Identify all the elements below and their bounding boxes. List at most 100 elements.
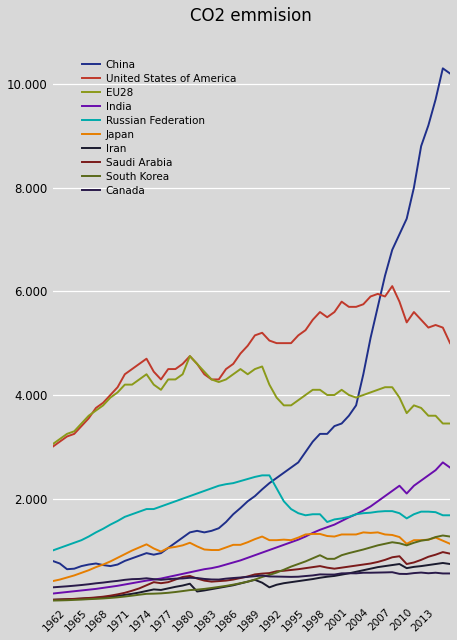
Russian Federation [194, 490, 200, 497]
Iran [194, 588, 200, 595]
South Korea [296, 560, 301, 568]
Japan [57, 576, 63, 584]
EU28 [202, 368, 207, 376]
Iran [353, 568, 359, 575]
United States of America [57, 438, 63, 445]
Russian Federation [57, 544, 63, 552]
Canada [310, 572, 315, 579]
India [274, 543, 279, 551]
India [447, 464, 453, 472]
South Korea [194, 586, 200, 593]
United States of America [310, 316, 315, 324]
Saudi Arabia [50, 596, 55, 604]
Canada [353, 570, 359, 577]
South Korea [447, 532, 453, 540]
South Korea [310, 554, 315, 562]
Canada [50, 584, 55, 591]
South Korea [440, 532, 446, 540]
United States of America [50, 443, 55, 451]
India [50, 589, 55, 597]
Japan [50, 577, 55, 585]
China [57, 559, 63, 567]
Russian Federation [50, 547, 55, 554]
India [353, 511, 359, 518]
South Korea [57, 596, 63, 604]
India [194, 567, 200, 575]
Iran [310, 575, 315, 583]
Japan [194, 543, 200, 550]
Saudi Arabia [194, 575, 200, 582]
EU28 [187, 352, 192, 360]
United States of America [353, 303, 359, 310]
Japan [310, 530, 315, 538]
Russian Federation [281, 497, 287, 505]
India [57, 589, 63, 596]
Saudi Arabia [440, 548, 446, 556]
Line: China: China [53, 68, 450, 569]
United States of America [296, 332, 301, 339]
Iran [296, 577, 301, 585]
Iran [440, 559, 446, 567]
EU28 [447, 420, 453, 428]
Line: EU28: EU28 [53, 356, 450, 444]
Russian Federation [317, 511, 323, 518]
Japan [274, 536, 279, 544]
China [447, 70, 453, 77]
EU28 [317, 386, 323, 394]
Japan [361, 529, 366, 536]
China [202, 529, 207, 536]
China [303, 448, 308, 456]
Japan [353, 531, 359, 538]
South Korea [274, 569, 279, 577]
Canada [194, 574, 200, 582]
Line: Saudi Arabia: Saudi Arabia [53, 552, 450, 600]
Saudi Arabia [296, 565, 301, 573]
Canada [57, 583, 63, 591]
Saudi Arabia [310, 563, 315, 571]
EU28 [57, 435, 63, 443]
Line: India: India [53, 462, 450, 593]
Canada [274, 573, 279, 580]
Saudi Arabia [353, 562, 359, 570]
Iran [447, 560, 453, 568]
Line: South Korea: South Korea [53, 536, 450, 600]
Saudi Arabia [57, 596, 63, 604]
India [296, 536, 301, 543]
Saudi Arabia [447, 550, 453, 557]
EU28 [303, 391, 308, 399]
EU28 [50, 440, 55, 448]
Legend: China, United States of America, EU28, India, Russian Federation, Japan, Iran, S: China, United States of America, EU28, I… [82, 60, 236, 196]
China [281, 469, 287, 477]
United States of America [194, 360, 200, 368]
India [310, 529, 315, 537]
Iran [50, 596, 55, 604]
Japan [447, 540, 453, 548]
China [50, 557, 55, 564]
South Korea [353, 547, 359, 555]
United States of America [274, 339, 279, 347]
Saudi Arabia [274, 568, 279, 575]
Line: Canada: Canada [53, 572, 450, 588]
China [64, 565, 70, 573]
Iran [274, 581, 279, 589]
South Korea [50, 596, 55, 604]
Japan [296, 534, 301, 541]
Canada [447, 570, 453, 577]
United States of America [447, 339, 453, 347]
Title: CO2 emmision: CO2 emmision [191, 7, 312, 25]
Russian Federation [260, 472, 265, 479]
Russian Federation [447, 511, 453, 519]
India [440, 458, 446, 466]
China [317, 430, 323, 438]
Russian Federation [361, 509, 366, 517]
Canada [389, 568, 395, 576]
EU28 [281, 401, 287, 409]
China [361, 371, 366, 378]
Line: United States of America: United States of America [53, 286, 450, 447]
Line: Iran: Iran [53, 563, 450, 600]
United States of America [389, 282, 395, 290]
Russian Federation [303, 511, 308, 519]
Line: Russian Federation: Russian Federation [53, 476, 450, 550]
Iran [57, 596, 63, 604]
China [440, 65, 446, 72]
